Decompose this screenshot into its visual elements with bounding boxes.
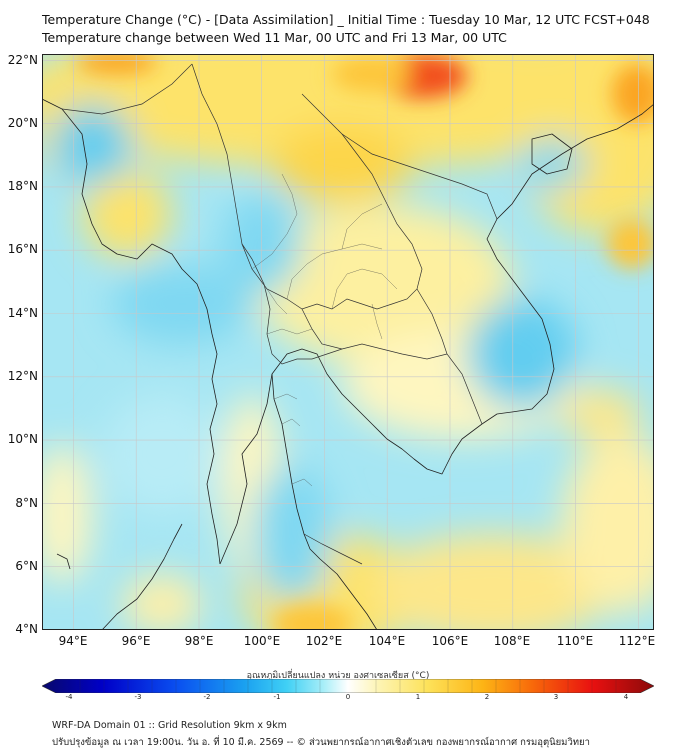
graticule <box>42 54 654 630</box>
lat-label-16n: 16°N <box>7 242 38 256</box>
lon-label-102e: 102°E <box>305 634 343 648</box>
colorbar-tick: 4 <box>623 693 629 701</box>
lon-label-96e: 96°E <box>121 634 151 648</box>
colorbar-tick: 0 <box>345 693 351 701</box>
colorbar-tick: -2 <box>203 693 211 701</box>
lon-label-98e: 98°E <box>184 634 214 648</box>
lat-label-14n: 14°N <box>7 306 38 320</box>
footer-model-info: WRF-DA Domain 01 :: Grid Resolution 9km … <box>52 720 287 731</box>
lat-label-12n: 12°N <box>7 369 38 383</box>
temperature-field <box>42 54 654 630</box>
chart-subtitle: Temperature change between Wed 11 Mar, 0… <box>42 30 507 45</box>
lon-label-94e: 94°E <box>58 634 88 648</box>
temperature-change-map <box>42 54 654 630</box>
chart-title: Temperature Change (°C) - [Data Assimila… <box>42 12 650 27</box>
lat-label-6n: 6°N <box>15 559 38 573</box>
lat-label-10n: 10°N <box>7 432 38 446</box>
lon-label-108e: 108°E <box>493 634 531 648</box>
lat-label-4n: 4°N <box>15 622 38 636</box>
colorbar-tick: -3 <box>134 693 142 701</box>
colorbar <box>42 679 654 693</box>
colorbar-label: อุณหภูมิเปลี่ยนแปลง หน่วย องศาเซลเซียส (… <box>246 671 430 681</box>
colorbar-tick: 2 <box>484 693 490 701</box>
lat-label-20n: 20°N <box>7 116 38 130</box>
temperature-hotspots <box>77 54 654 630</box>
colorbar-tick: 1 <box>415 693 421 701</box>
lon-label-110e: 110°E <box>556 634 594 648</box>
lat-label-8n: 8°N <box>15 496 38 510</box>
lat-label-22n: 22°N <box>7 53 38 67</box>
lon-label-104e: 104°E <box>368 634 406 648</box>
lon-label-112e: 112°E <box>618 634 656 648</box>
lon-label-100e: 100°E <box>243 634 281 648</box>
country-borders <box>61 63 498 565</box>
colorbar-tick: -4 <box>65 693 73 701</box>
map-frame <box>42 54 654 630</box>
province-borders <box>251 173 398 487</box>
lat-label-18n: 18°N <box>7 179 38 193</box>
lon-label-106e: 106°E <box>431 634 469 648</box>
colorbar-tick: -1 <box>273 693 281 701</box>
colorbar-tick: 3 <box>553 693 559 701</box>
footer-credit: ปรับปรุงข้อมูล ณ เวลา 19:00น. วัน อ. ที่… <box>52 737 590 748</box>
